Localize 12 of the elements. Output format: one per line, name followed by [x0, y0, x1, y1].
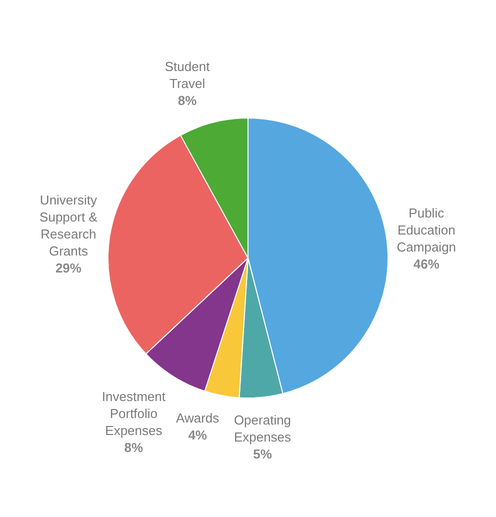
data-label: 5% — [253, 446, 272, 462]
slice-label: Operating Expenses — [234, 412, 292, 444]
data-label: 8% — [124, 440, 144, 456]
slice-label: Awards — [176, 410, 220, 426]
data-label: 29% — [55, 260, 82, 276]
slice-label: University Support & Research Grants — [40, 192, 98, 258]
slice-label: Public Education Campaign — [396, 206, 456, 255]
slice-label: Student Travel — [164, 58, 210, 91]
data-label: 8% — [178, 92, 198, 108]
slice-label: Investment Portfolio Expenses — [102, 389, 166, 438]
data-label: 46% — [413, 256, 440, 272]
data-label: 4% — [188, 427, 208, 442]
